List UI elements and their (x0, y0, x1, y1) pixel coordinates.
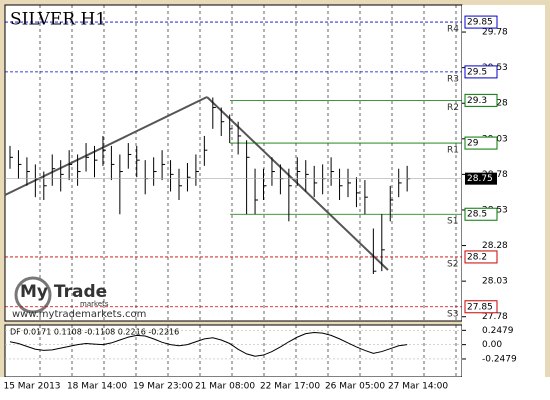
time-axis-bg (0, 377, 550, 400)
x-tick-label: 26 Mar 05:00 (325, 382, 385, 392)
y-tick-label: 29.78 (482, 28, 508, 38)
x-tick-label: 19 Mar 23:00 (133, 382, 193, 392)
level-name: S3 (447, 309, 458, 319)
level-value: 28.2 (467, 252, 487, 262)
y-tick-label: 28.28 (482, 241, 508, 251)
level-box (464, 300, 498, 314)
x-tick-label: 18 Mar 14:00 (67, 382, 127, 392)
level-value: 28.5 (467, 210, 487, 220)
level-name: R3 (447, 74, 459, 84)
indicator-line (9, 332, 408, 357)
level-value: 29.85 (467, 18, 493, 28)
level-box (464, 250, 498, 264)
level-name: S1 (447, 217, 458, 227)
level-box (464, 93, 498, 107)
x-tick-label: 22 Mar 17:00 (260, 382, 320, 392)
main-panel (4, 4, 463, 322)
ind-tick-label: 0.00 (482, 340, 502, 350)
logo-sub: markets (80, 300, 109, 308)
level-name: R4 (447, 25, 459, 35)
y-tick-label: 28.03 (482, 277, 508, 287)
level-name: R1 (447, 146, 459, 156)
level-box (464, 65, 498, 79)
chart-title: SILVER H1 (10, 10, 106, 30)
level-box (464, 207, 498, 221)
level-name: S2 (447, 259, 458, 269)
last-price-box (465, 172, 497, 185)
level-value: 29 (467, 139, 479, 149)
last-price: 28.75 (467, 174, 493, 184)
ind-tick-label: -0.2479 (482, 354, 517, 364)
logo-brand: My Trade (20, 282, 107, 302)
logo-ring (14, 276, 52, 314)
level-name: R2 (447, 103, 459, 113)
ind-tick-label: 0.2479 (482, 326, 514, 336)
x-tick-label: 27 Mar 14:00 (388, 382, 448, 392)
logo: My Trade markets www.mytrademarkets.com (12, 276, 146, 320)
indicator-label: DF 0.0171 0.1108 -0.1108 0.2216 -0.2216 (10, 328, 179, 337)
level-value: 27.85 (467, 302, 493, 312)
level-value: 29.3 (467, 96, 487, 106)
indicator-panel (4, 324, 463, 378)
x-tick-label: 15 Mar 2013 (3, 382, 60, 392)
level-box (464, 15, 498, 29)
level-value: 29.5 (467, 67, 487, 77)
level-box (464, 136, 498, 150)
logo-url: www.mytrademarkets.com (12, 309, 146, 320)
x-tick-label: 21 Mar 08:00 (195, 382, 255, 392)
y-tick-label: 27.78 (482, 312, 508, 322)
